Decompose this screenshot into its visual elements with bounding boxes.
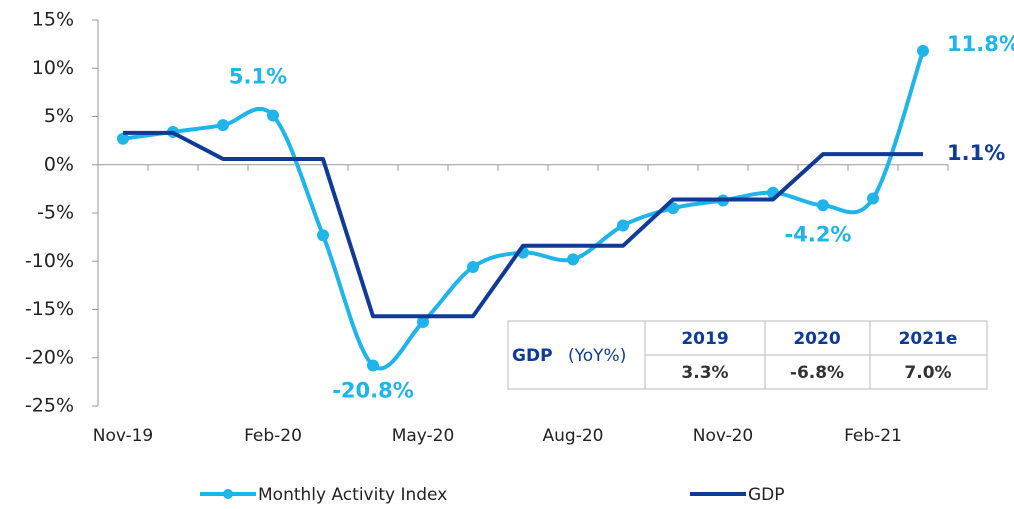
- y-tick-label: -20%: [25, 346, 74, 368]
- marker: [617, 219, 629, 232]
- x-tick-label: Nov-20: [693, 426, 754, 446]
- y-tick-label: 5%: [44, 105, 74, 127]
- table-column: 2021e: [899, 329, 958, 349]
- table-title: GDP: [512, 346, 553, 366]
- y-tick-label: 15%: [32, 9, 74, 31]
- x-tick-label: May-20: [392, 426, 455, 446]
- table-value: 3.3%: [681, 363, 728, 383]
- marker: [117, 132, 129, 145]
- marker: [917, 44, 929, 57]
- table-column: 2019: [681, 329, 728, 349]
- data-label: 11.8%: [947, 32, 1014, 56]
- y-tick-label: -15%: [25, 298, 74, 320]
- y-tick-label: 0%: [44, 153, 74, 175]
- marker: [367, 359, 379, 372]
- marker: [867, 192, 879, 205]
- legend-label: GDP: [748, 485, 785, 505]
- data-label: 1.1%: [947, 141, 1005, 165]
- marker: [217, 119, 229, 132]
- y-tick-label: 10%: [32, 57, 74, 79]
- table-value: 7.0%: [904, 363, 951, 383]
- x-tick-label: Feb-20: [244, 426, 302, 446]
- y-tick-label: -25%: [25, 395, 74, 417]
- marker: [267, 109, 279, 122]
- marker: [317, 229, 329, 242]
- marker: [817, 199, 829, 212]
- marker: [667, 202, 679, 215]
- table-value: -6.8%: [790, 363, 844, 383]
- legend-label: Monthly Activity Index: [258, 485, 447, 505]
- x-tick-label: Aug-20: [543, 426, 604, 446]
- marker: [467, 261, 479, 274]
- y-tick-label: -10%: [25, 250, 74, 272]
- data-label: -4.2%: [785, 222, 852, 246]
- series-line: [123, 130, 923, 319]
- table-subtitle: (YoY%): [568, 346, 626, 366]
- marker: [417, 316, 429, 329]
- x-tick-label: Nov-19: [93, 426, 154, 446]
- legend-marker: [223, 489, 233, 499]
- y-tick-label: -5%: [37, 202, 74, 224]
- data-label: 5.1%: [229, 65, 287, 89]
- gdp-table: [507, 320, 988, 390]
- x-tick-label: Feb-21: [844, 426, 902, 446]
- table-column: 2020: [793, 329, 840, 349]
- data-label: -20.8%: [332, 378, 414, 402]
- marker: [567, 253, 579, 266]
